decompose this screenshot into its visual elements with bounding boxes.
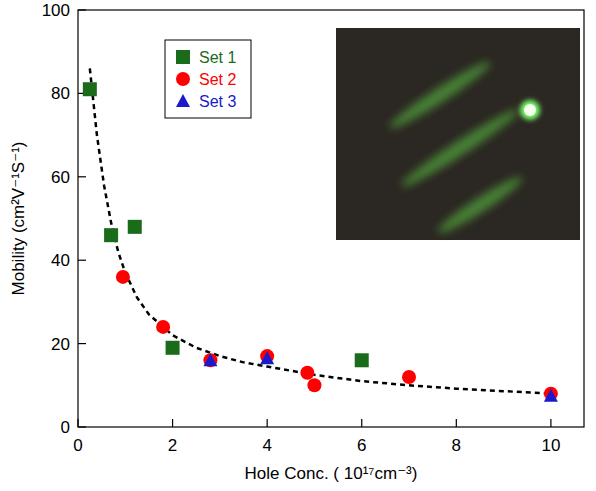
x-tick — [550, 419, 551, 427]
point — [260, 351, 274, 364]
point — [203, 353, 217, 367]
legend-box — [165, 40, 251, 118]
point — [104, 228, 118, 242]
legend-label: Set 2 — [199, 71, 236, 88]
legend-marker — [176, 94, 190, 107]
inset-streak — [397, 104, 522, 192]
point — [156, 320, 170, 334]
y-tick-label: 60 — [51, 168, 70, 187]
inset-background — [336, 28, 580, 240]
y-tick-label: 0 — [61, 418, 70, 437]
y-tick-label: 80 — [51, 84, 70, 103]
point — [300, 366, 314, 380]
point — [166, 341, 180, 355]
point — [116, 270, 130, 284]
point — [307, 378, 321, 392]
x-tick-label: 6 — [357, 436, 366, 455]
x-tick — [172, 419, 173, 427]
legend-label: Set 1 — [199, 49, 236, 66]
x-tick-label: 4 — [262, 436, 271, 455]
chart: 0246810020406080100Hole Conc. ( 10¹⁷cm⁻³… — [0, 0, 596, 491]
plot-marks — [83, 68, 558, 401]
point — [355, 353, 369, 367]
x-tick — [361, 419, 362, 427]
fit-curve — [90, 68, 551, 393]
x-tick-label: 0 — [73, 436, 82, 455]
legend-label: Set 3 — [199, 93, 236, 110]
y-tick — [78, 343, 86, 344]
legend-marker — [176, 72, 190, 86]
x-tick-label: 8 — [452, 436, 461, 455]
plot-frame — [78, 10, 584, 427]
y-tick-label: 20 — [51, 335, 70, 354]
y-axis-title: Mobility (cm²V⁻¹S⁻¹) — [9, 142, 28, 296]
inset-spot — [524, 104, 536, 116]
y-tick-label: 40 — [51, 251, 70, 270]
point — [83, 82, 97, 96]
legend: Set 1 Set 2 Set 3 — [165, 40, 251, 118]
x-tick — [267, 419, 268, 427]
x-axis-title: Hole Conc. ( 10¹⁷cm⁻³) — [245, 464, 418, 483]
point — [544, 389, 558, 402]
inset-streak — [386, 56, 494, 133]
y-tick-label: 100 — [42, 1, 70, 20]
x-tick-label: 2 — [168, 436, 177, 455]
inset-glow — [520, 100, 540, 120]
y-tick — [78, 176, 86, 177]
point — [203, 353, 217, 366]
inset-streak — [434, 172, 525, 238]
legend-marker — [176, 50, 190, 64]
point — [402, 370, 416, 384]
x-tick — [456, 419, 457, 427]
point — [128, 220, 142, 234]
inset-image — [336, 28, 580, 240]
y-tick — [78, 260, 86, 261]
x-tick-label: 10 — [541, 436, 560, 455]
